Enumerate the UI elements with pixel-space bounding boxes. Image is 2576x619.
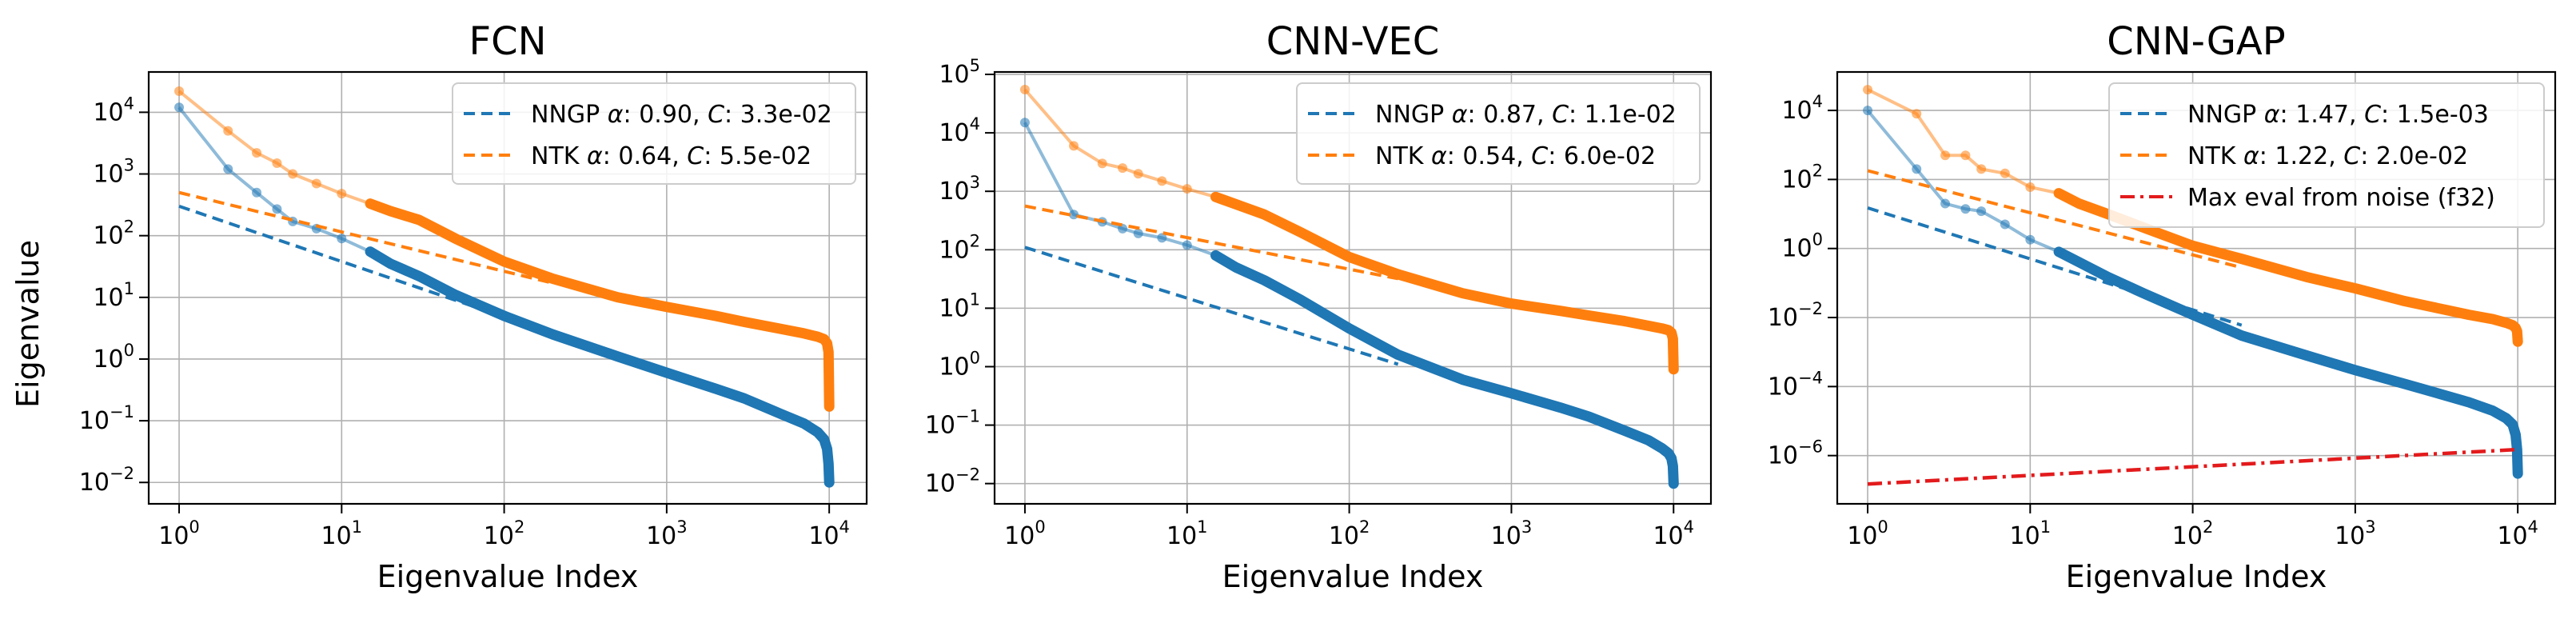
- panel-1-ytick-label-0: 100: [93, 341, 134, 373]
- panel-1-series-0-point-2: [252, 187, 262, 198]
- panel-2-xtick-label-1: 101: [1166, 517, 1208, 550]
- panel-3-series-0-point-0: [1863, 106, 1873, 116]
- panel-3-legend-label-0: NNGP α: 1.47, C: 1.5e-03: [2187, 101, 2489, 129]
- panel-2-series-0-body: [1210, 250, 1679, 489]
- panel-3-xtick-label-0: 100: [1847, 517, 1888, 550]
- panel-1-series-1-point-2: [252, 148, 262, 158]
- panel-3-series-0-point-5: [2000, 219, 2010, 230]
- panel-3-xlabel: Eigenvalue Index: [2066, 559, 2327, 594]
- panel-1-series-1-point-3: [272, 158, 282, 168]
- panel-2-series-1-point-2: [1097, 158, 1107, 169]
- panel-2-series-0-point-0: [1019, 118, 1030, 128]
- panel-3-series-0-point-2: [1940, 198, 1951, 209]
- panel-2-series-1-point-0: [1019, 85, 1030, 95]
- panel-2-axes-frame: [993, 70, 1713, 505]
- panel-2-xlabel: Eigenvalue Index: [1222, 559, 1484, 594]
- panel-1-series-0-point-1: [223, 164, 233, 174]
- panel-2-fit-1: [1024, 204, 1399, 281]
- panel-2-series-1-point-5: [1157, 176, 1167, 186]
- panel-1-ytick-label-2: 102: [93, 218, 134, 250]
- panel-2-series-0-point-4: [1133, 228, 1143, 238]
- panel-3-legend: NNGP α: 1.47, C: 1.5e-03 NTK α: 1.22, C: …: [2108, 82, 2545, 228]
- panel-2-legend-box: [1296, 82, 1701, 185]
- panel-1-legend: NNGP α: 0.90, C: 3.3e-02 NTK α: 0.64, C: …: [452, 82, 856, 185]
- panel-3-series-1-point-7: [2054, 188, 2064, 198]
- panel-2-series-0-point-1: [1069, 210, 1079, 220]
- panel-1-legend-box: [452, 82, 856, 185]
- panel-1-series-1-point-4: [288, 169, 298, 179]
- panel-1-axes-frame: [147, 70, 868, 505]
- panel-3-series-0-point-4: [1976, 206, 1987, 217]
- panel-3-series-0-body: [2053, 246, 2523, 479]
- panel-3: 100 101 102 103 10410−610−410−2100102104CNN-…: [1768, 19, 2557, 594]
- panel-1-series-1-point-1: [223, 126, 233, 136]
- panel-1: 100 101 102 103 10410−210−1100101102103104FC…: [79, 19, 868, 594]
- panel-1-series-1-point-7: [365, 198, 376, 209]
- panel-2-legend-label-1: NTK α: 0.54, C: 6.0e-02: [1375, 142, 1656, 170]
- panel-2-series-0-point-3: [1118, 223, 1128, 234]
- panel-3-fit-0: [1867, 206, 2243, 327]
- panel-1-fit-0: [178, 204, 554, 335]
- panel-1-series-1-point-5: [311, 178, 321, 189]
- panel-1-legend-label-1: NTK α: 0.64, C: 5.5e-02: [531, 142, 811, 170]
- panel-2-series-1-point-1: [1069, 141, 1079, 151]
- panel-2-legend: NNGP α: 0.87, C: 1.1e-02 NTK α: 0.54, C: …: [1296, 82, 1701, 185]
- panel-1-legend-label-0: NNGP α: 0.90, C: 3.3e-02: [531, 101, 832, 129]
- panel-1-series-1-body: [365, 198, 835, 412]
- panel-2-series-0-point-6: [1182, 240, 1192, 250]
- panel-1-ytick-label-4: 104: [93, 94, 134, 126]
- panel-1-fit-1: [178, 190, 554, 285]
- panel-3-legend-box: [2108, 82, 2545, 228]
- panel-2-fit-0: [1024, 246, 1399, 366]
- panel-3-title: CNN-GAP: [2107, 19, 2285, 64]
- panel-2-ytick-label-5: 105: [939, 56, 980, 89]
- panel-3-series-0-point-6: [2025, 234, 2036, 245]
- panel-3-series-1-point-3: [1960, 150, 1971, 161]
- panel-1-series-0-point-6: [337, 234, 347, 244]
- panel-3-legend-label-2: Max eval from noise (f32): [2187, 184, 2495, 212]
- panel-1-ytick-label-1: 101: [93, 279, 134, 312]
- panel-2-series-1-point-7: [1210, 192, 1221, 202]
- panel-1-series-0-point-0: [174, 102, 185, 113]
- panel-3-series-0-point-7: [2054, 246, 2064, 257]
- panel-3-noise-line-0: [1867, 447, 2518, 486]
- panel-3-series-1-point-2: [1940, 150, 1951, 161]
- panel-3-ytick-label-4: 104: [1781, 92, 1823, 125]
- shared-ylabel: Eigenvalue: [10, 240, 46, 408]
- panel-3-series-1-point-4: [1976, 164, 1987, 174]
- panel-2-series-0-point-5: [1157, 233, 1167, 243]
- panel-2-plot-area: [1019, 85, 1679, 489]
- panel-1-title: FCN: [469, 19, 546, 64]
- panel-2-title: CNN-VEC: [1266, 19, 1440, 64]
- panel-1-xtick-label-4: 104: [808, 517, 850, 550]
- panel-3-series-1-point-5: [2000, 168, 2010, 178]
- panel-2-series-0-point-7: [1210, 250, 1221, 261]
- panel-1-series-1-point-6: [337, 189, 347, 199]
- panel-3-series-0-head: [1866, 109, 2060, 254]
- panel-3-legend-label-1: NTK α: 1.22, C: 2.0e-02: [2187, 142, 2468, 170]
- panel-2-series-1-point-4: [1133, 169, 1143, 179]
- panel-1-plot-area: [174, 86, 835, 488]
- panel-2-series-1-point-6: [1182, 184, 1192, 194]
- panel-1-series-0-body: [365, 246, 835, 488]
- panel-1-xlabel: Eigenvalue Index: [377, 559, 639, 594]
- panel-3-axes-frame: [1836, 70, 2557, 505]
- panel-2-series-1-body: [1210, 191, 1679, 375]
- panel-1-series-0-point-7: [365, 246, 376, 257]
- panel-3-series-0-point-1: [1912, 164, 1922, 174]
- panel-3-series-0-point-3: [1960, 204, 1971, 214]
- panel-3-series-1-point-0: [1863, 85, 1873, 95]
- panel-2-legend-label-0: NNGP α: 0.87, C: 1.1e-02: [1375, 101, 1677, 129]
- panel-1-series-0-point-3: [272, 204, 282, 214]
- panel-2-series-1-point-3: [1118, 163, 1128, 174]
- panel-1-series-1-point-0: [174, 86, 185, 96]
- panel-3-series-1-point-6: [2025, 182, 2036, 192]
- panel-3-fit-1: [1867, 169, 2243, 270]
- panel-3-series-1-point-1: [1912, 109, 1922, 119]
